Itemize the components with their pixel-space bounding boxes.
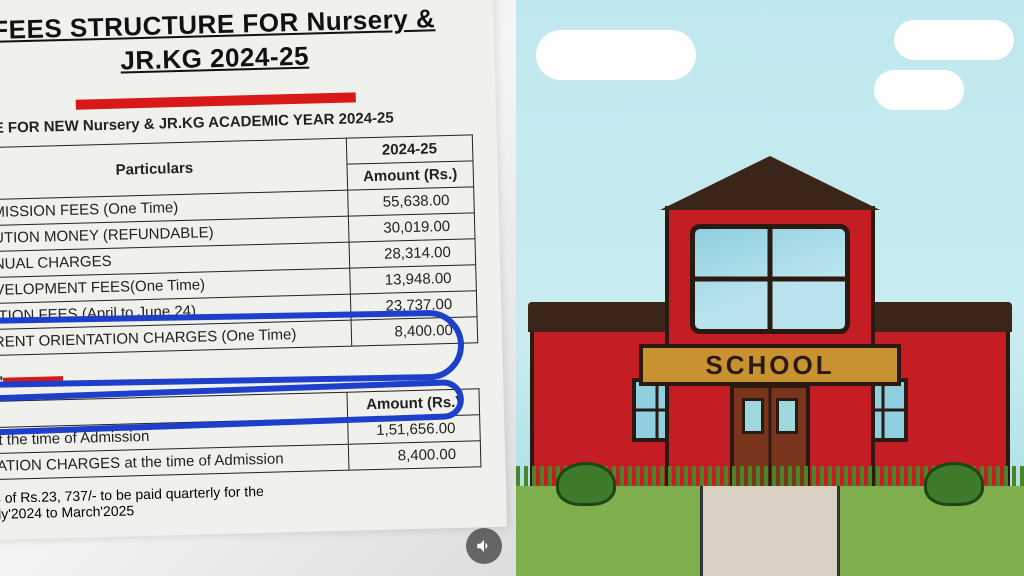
col-year: 2024-25 bbox=[346, 134, 473, 163]
door-window bbox=[742, 398, 764, 434]
fee-document: FEES STRUCTURE FOR Nursery & JR.KG 2024-… bbox=[0, 0, 507, 541]
redacted-text bbox=[3, 376, 63, 387]
door-window bbox=[776, 398, 798, 434]
fee-amount: 23,737.00 bbox=[350, 290, 477, 319]
speaker-icon bbox=[475, 537, 493, 555]
fee-amount: 13,948.00 bbox=[349, 264, 476, 293]
path bbox=[700, 486, 840, 576]
fee-document-panel: FEES STRUCTURE FOR Nursery & JR.KG 2024-… bbox=[0, 0, 516, 576]
section2-heading: OUR OF ' bbox=[0, 361, 479, 392]
school-sign: SCHOOL bbox=[639, 344, 901, 386]
fee-amount: 8,400.00 bbox=[351, 316, 478, 345]
fee-amount: 30,019.00 bbox=[348, 212, 475, 241]
title-line-2: JR.KG 2024-25 bbox=[120, 40, 309, 75]
cloud bbox=[874, 70, 964, 110]
fee-table-summary: Amount (Rs.) e at the time of Admission … bbox=[0, 388, 481, 480]
summary-amount: 1,51,656.00 bbox=[348, 414, 481, 443]
pediment-roof bbox=[660, 156, 880, 210]
col-amount-2: Amount (Rs.) bbox=[347, 388, 480, 417]
fee-table-main: Particulars 2024-25 Amount (Rs.) ADMISSI… bbox=[0, 134, 478, 356]
summary-section: OUR OF ' Amount (Rs.) e at the time of A… bbox=[0, 361, 481, 480]
fee-amount: 55,638.00 bbox=[347, 186, 474, 215]
fee-amount: 28,314.00 bbox=[349, 238, 476, 267]
sound-icon[interactable] bbox=[466, 528, 502, 564]
footer-note: ition Fees of Rs.23, 737/- to be paid qu… bbox=[0, 477, 483, 523]
cloud bbox=[536, 30, 696, 80]
redacted-school-name bbox=[76, 92, 356, 109]
document-subheading: RUCTURE FOR NEW Nursery & JR.KG ACADEMIC… bbox=[0, 107, 472, 138]
bush bbox=[924, 462, 984, 506]
bush bbox=[556, 462, 616, 506]
col-amount: Amount (Rs.) bbox=[347, 160, 474, 189]
large-window bbox=[690, 224, 850, 334]
cloud bbox=[894, 20, 1014, 60]
document-title: FEES STRUCTURE FOR Nursery & JR.KG 2024-… bbox=[0, 1, 471, 82]
center-block: SCHOOL bbox=[665, 206, 875, 496]
summary-amount: 8,400.00 bbox=[348, 440, 481, 469]
school-illustration-panel: SCHOOL bbox=[516, 0, 1024, 576]
title-line-1: FEES STRUCTURE FOR Nursery & bbox=[0, 3, 436, 45]
